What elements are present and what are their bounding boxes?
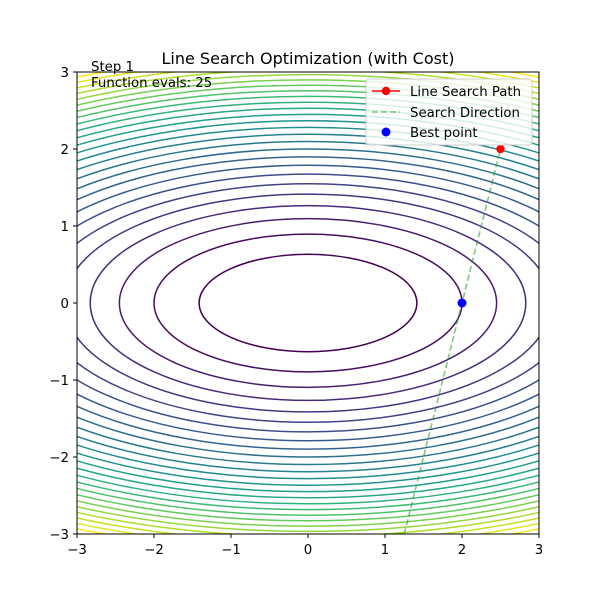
legend-item-best-point: Best point bbox=[381, 126, 478, 141]
contour-line bbox=[77, 148, 539, 458]
contour-line bbox=[77, 140, 539, 466]
y-tick-label: −3 bbox=[49, 528, 69, 543]
contour-line bbox=[77, 90, 539, 516]
y-tick-label: 1 bbox=[61, 220, 69, 235]
y-tick-label: 0 bbox=[61, 297, 69, 312]
contour-line bbox=[77, 193, 539, 413]
y-tick-label: −2 bbox=[49, 451, 69, 466]
contour-lines bbox=[77, 72, 539, 534]
x-axis: −3 −2 −1 0 1 2 3 bbox=[67, 534, 543, 558]
legend-item-search-direction: Search Direction bbox=[372, 106, 520, 121]
x-tick-label: 0 bbox=[304, 543, 312, 558]
x-tick-label: 2 bbox=[458, 543, 466, 558]
chart-title: Line Search Optimization (with Cost) bbox=[161, 49, 454, 68]
legend-label: Line Search Path bbox=[410, 85, 521, 100]
contour-line bbox=[77, 156, 539, 450]
contour-line bbox=[198, 253, 418, 353]
legend-item-line-search-path: Line Search Path bbox=[372, 85, 521, 100]
contour-line bbox=[77, 113, 539, 493]
series-layer bbox=[403, 144, 505, 534]
x-tick-label: 1 bbox=[381, 543, 389, 558]
x-tick-label: 3 bbox=[535, 543, 543, 558]
contour-line bbox=[77, 173, 539, 433]
contour-line bbox=[77, 73, 539, 533]
line-search-path-point bbox=[496, 144, 505, 154]
blue-dot-icon bbox=[381, 127, 391, 137]
contour-line bbox=[77, 101, 539, 505]
contour-line bbox=[77, 107, 539, 499]
legend-label: Search Direction bbox=[410, 106, 520, 121]
contour-line bbox=[77, 84, 539, 522]
contour-line bbox=[77, 95, 539, 511]
legend: Line Search Path Search Direction Best p… bbox=[365, 78, 533, 146]
legend-label: Best point bbox=[410, 126, 478, 141]
contour-line bbox=[77, 133, 539, 473]
x-tick-label: −2 bbox=[144, 543, 164, 558]
x-tick-label: −1 bbox=[221, 543, 241, 558]
red-dot-icon bbox=[381, 86, 391, 96]
y-tick-label: −1 bbox=[49, 374, 69, 389]
legend-box bbox=[365, 78, 533, 146]
best-point-marker bbox=[457, 298, 467, 308]
contour-line bbox=[118, 217, 498, 389]
function-evals-annotation: Function evals: 25 bbox=[91, 76, 212, 91]
contour-line bbox=[77, 182, 539, 424]
contour-line bbox=[77, 79, 539, 527]
x-tick-label: −3 bbox=[67, 543, 87, 558]
contour-line bbox=[77, 126, 539, 480]
y-axis: −3 −2 −1 0 1 2 3 bbox=[49, 66, 77, 543]
y-tick-label: 2 bbox=[61, 143, 69, 158]
contour-line bbox=[89, 204, 527, 402]
contour-line bbox=[77, 164, 539, 442]
y-tick-label: 3 bbox=[61, 66, 69, 81]
contour-line bbox=[77, 120, 539, 486]
step-annotation: Step 1 bbox=[91, 60, 134, 75]
